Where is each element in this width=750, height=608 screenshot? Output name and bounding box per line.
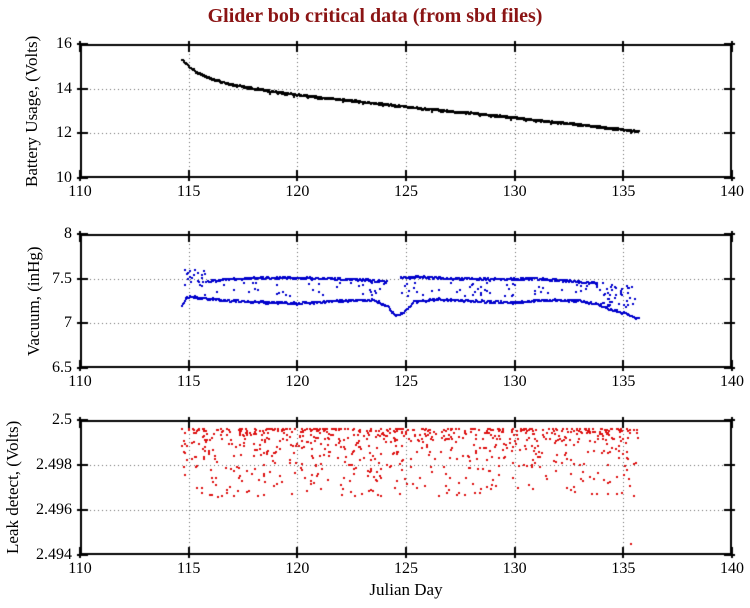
y-tick-label: 16 (56, 35, 72, 52)
x-tick-label: 110 (68, 183, 92, 200)
y-tick-label: 12 (56, 124, 72, 142)
x-tick-label: 130 (502, 373, 527, 390)
x-tick-label: 115 (176, 560, 201, 577)
chart-title: Glider bob critical data (from sbd files… (207, 5, 543, 27)
x-tick-label: 115 (176, 373, 201, 390)
leak-points-canvas (74, 414, 738, 561)
x-tick-label: 120 (285, 373, 310, 390)
x-tick-label: 110 (68, 373, 92, 390)
x-tick-label: 140 (720, 373, 744, 390)
leak-plot (74, 414, 738, 561)
battery-points-canvas (74, 38, 738, 184)
y-axis-label-leak: Leak detect, (Volts) (3, 420, 22, 555)
x-tick-label: 120 (285, 560, 310, 577)
x-axis-label: Julian Day (369, 580, 443, 599)
x-tick-label: 125 (394, 183, 418, 200)
y-tick-label: 6.5 (52, 359, 72, 376)
y-tick-label: 2.494 (36, 546, 72, 563)
x-tick-label: 130 (502, 183, 527, 200)
x-tick-label: 140 (720, 560, 744, 577)
y-tick-label: 7.5 (52, 269, 72, 287)
y-tick-label: 10 (56, 169, 72, 186)
y-tick-label: 2.5 (52, 411, 72, 428)
y-tick-label: 2.496 (36, 501, 72, 518)
x-tick-label: 125 (394, 373, 418, 390)
vacuum-plot (74, 228, 738, 374)
battery-plot (74, 38, 738, 184)
y-tick-label: 14 (56, 79, 72, 97)
x-tick-label: 135 (611, 373, 636, 390)
x-tick-label: 135 (611, 560, 636, 577)
x-tick-label: 140 (720, 183, 744, 200)
x-tick-label: 115 (176, 183, 201, 200)
x-tick-label: 135 (611, 183, 636, 200)
x-tick-label: 130 (502, 560, 527, 577)
x-tick-label: 125 (394, 560, 418, 577)
y-axis-label-battery: Battery Usage, (Volts) (22, 35, 41, 187)
y-tick-label: 8 (64, 225, 72, 242)
x-tick-label: 110 (68, 560, 92, 577)
y-axis-label-vacuum: Vacuum, (inHg) (24, 246, 43, 356)
y-tick-label: 7 (64, 314, 72, 332)
x-tick-label: 120 (285, 183, 310, 200)
y-tick-label: 2.498 (36, 456, 72, 473)
vacuum-points-canvas (74, 228, 738, 374)
